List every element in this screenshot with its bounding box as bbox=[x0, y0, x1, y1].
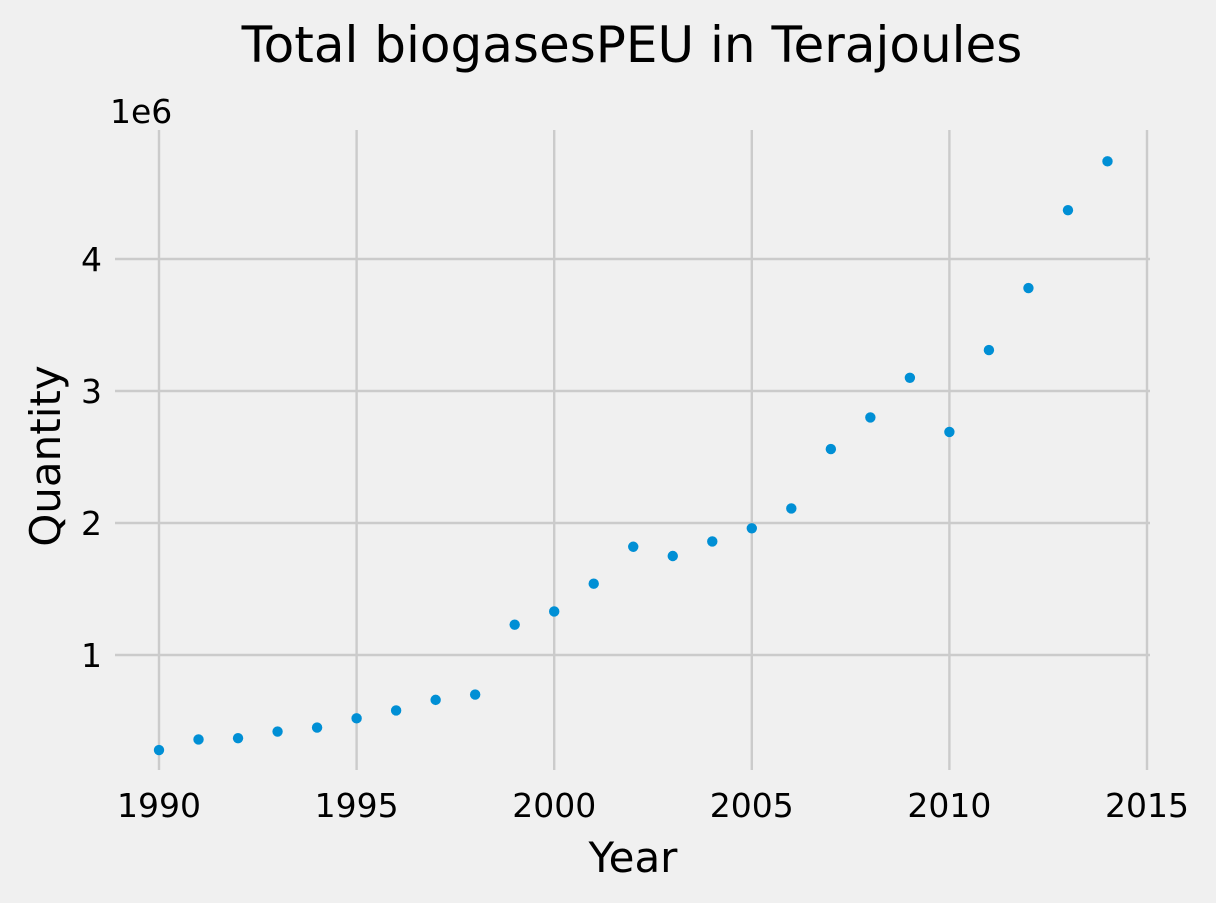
x-tick-label: 2015 bbox=[1105, 786, 1189, 825]
data-point bbox=[904, 372, 916, 383]
x-tick-label: 1990 bbox=[117, 786, 201, 825]
data-point bbox=[1023, 282, 1034, 294]
data-point bbox=[509, 619, 520, 630]
data-point bbox=[351, 713, 362, 724]
y-tick-label: 4 bbox=[81, 240, 102, 279]
x-tick-label: 1995 bbox=[315, 786, 399, 825]
data-point bbox=[1062, 204, 1074, 216]
data-point bbox=[272, 726, 283, 737]
x-axis-label: Year bbox=[588, 833, 679, 882]
x-tick-label: 2005 bbox=[710, 786, 794, 825]
y-offset-label: 1e6 bbox=[110, 92, 172, 131]
data-points bbox=[153, 156, 1113, 756]
data-point bbox=[1102, 156, 1113, 167]
chart-title: Total biogasesPEU in Terajoules bbox=[241, 16, 1023, 74]
y-tick-labels: 1 2 3 4 bbox=[81, 240, 102, 675]
data-point bbox=[786, 503, 797, 514]
data-point bbox=[983, 344, 995, 356]
data-point bbox=[193, 734, 204, 745]
y-tick-label: 2 bbox=[81, 504, 102, 543]
data-point bbox=[232, 732, 244, 744]
y-gridlines bbox=[115, 257, 1150, 657]
data-point bbox=[707, 536, 718, 547]
data-point bbox=[628, 541, 639, 552]
x-tick-label: 2010 bbox=[907, 786, 991, 825]
data-point bbox=[390, 705, 402, 716]
x-tick-labels: 1990 1995 2000 2005 2010 2015 bbox=[117, 786, 1189, 825]
data-point bbox=[865, 412, 876, 423]
data-point bbox=[469, 689, 481, 700]
data-point bbox=[944, 426, 955, 438]
y-axis-label: Quantity bbox=[21, 365, 70, 547]
data-point bbox=[825, 443, 837, 455]
data-point bbox=[549, 606, 560, 617]
y-tick-label: 1 bbox=[81, 636, 102, 675]
data-point bbox=[430, 694, 441, 706]
data-point bbox=[588, 578, 599, 589]
data-point bbox=[667, 550, 678, 562]
y-tick-label: 3 bbox=[81, 372, 102, 411]
data-point bbox=[311, 722, 323, 733]
data-point bbox=[746, 523, 757, 534]
x-tick-label: 2000 bbox=[512, 786, 596, 825]
data-point bbox=[153, 744, 165, 756]
x-gridlines bbox=[157, 130, 1149, 770]
